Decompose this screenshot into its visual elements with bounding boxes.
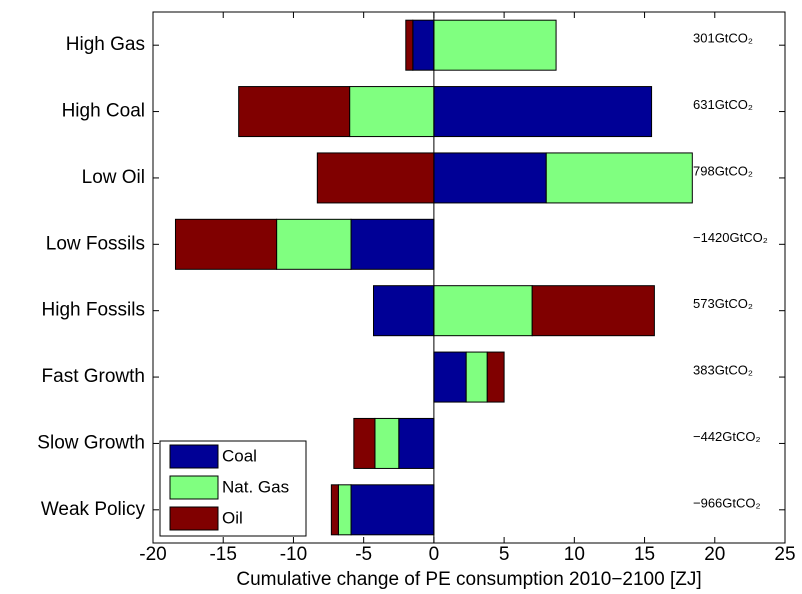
bar [531, 285, 655, 337]
bar [337, 484, 352, 536]
y-tick-label: Fast Growth [42, 366, 145, 387]
bar [349, 86, 435, 138]
bar [398, 417, 435, 469]
legend-swatch [169, 444, 219, 469]
legend-label: Oil [222, 508, 243, 527]
y-tick-label: Low Oil [82, 167, 145, 188]
x-axis-label: Cumulative change of PE consumption 2010… [236, 569, 701, 590]
bar [405, 19, 414, 71]
bar [372, 285, 435, 337]
plot-frame [152, 11, 786, 544]
bar [545, 152, 693, 204]
x-tick-label: -20 [139, 544, 166, 565]
annotation: −1420GtCO₂ [693, 230, 768, 245]
y-tick-label: High Fossils [42, 300, 145, 321]
annotation: 798GtCO₂ [693, 163, 753, 178]
legend-label: Coal [222, 446, 257, 465]
bar [433, 86, 653, 138]
annotation: −442GtCO₂ [693, 429, 761, 444]
bar [174, 218, 278, 270]
annotation: 573GtCO₂ [693, 296, 753, 311]
x-tick-label: -10 [280, 544, 307, 565]
x-tick-label: 15 [634, 544, 655, 565]
bar [276, 218, 352, 270]
bar [465, 351, 488, 403]
annotation: 631GtCO₂ [693, 97, 753, 112]
bar [330, 484, 339, 536]
bar [486, 351, 505, 403]
bar [412, 19, 435, 71]
bar [433, 285, 533, 337]
legend-label: Nat. Gas [222, 477, 289, 496]
bar [350, 484, 435, 536]
x-tick-label: 25 [774, 544, 795, 565]
y-tick-label: Low Fossils [46, 233, 145, 254]
bar [433, 351, 467, 403]
bar [374, 417, 400, 469]
annotation: 383GtCO₂ [693, 363, 753, 378]
x-tick-label: 10 [564, 544, 585, 565]
legend-swatch [169, 475, 219, 500]
bar [433, 19, 557, 71]
bar [238, 86, 351, 138]
annotation: −966GtCO₂ [693, 495, 761, 510]
bar [433, 152, 547, 204]
bar [353, 417, 376, 469]
bar [350, 218, 435, 270]
y-tick-label: High Coal [62, 101, 145, 122]
x-tick-label: 20 [704, 544, 725, 565]
legend-swatch [169, 506, 219, 531]
x-tick-label: 0 [429, 544, 440, 565]
x-tick-label: 5 [499, 544, 510, 565]
annotation: 301GtCO₂ [693, 31, 753, 46]
x-tick-label: -15 [209, 544, 236, 565]
bar [316, 152, 435, 204]
y-tick-label: High Gas [66, 34, 145, 55]
x-tick-label: -5 [355, 544, 372, 565]
y-tick-label: Weak Policy [41, 499, 146, 520]
y-tick-label: Slow Growth [37, 432, 145, 453]
